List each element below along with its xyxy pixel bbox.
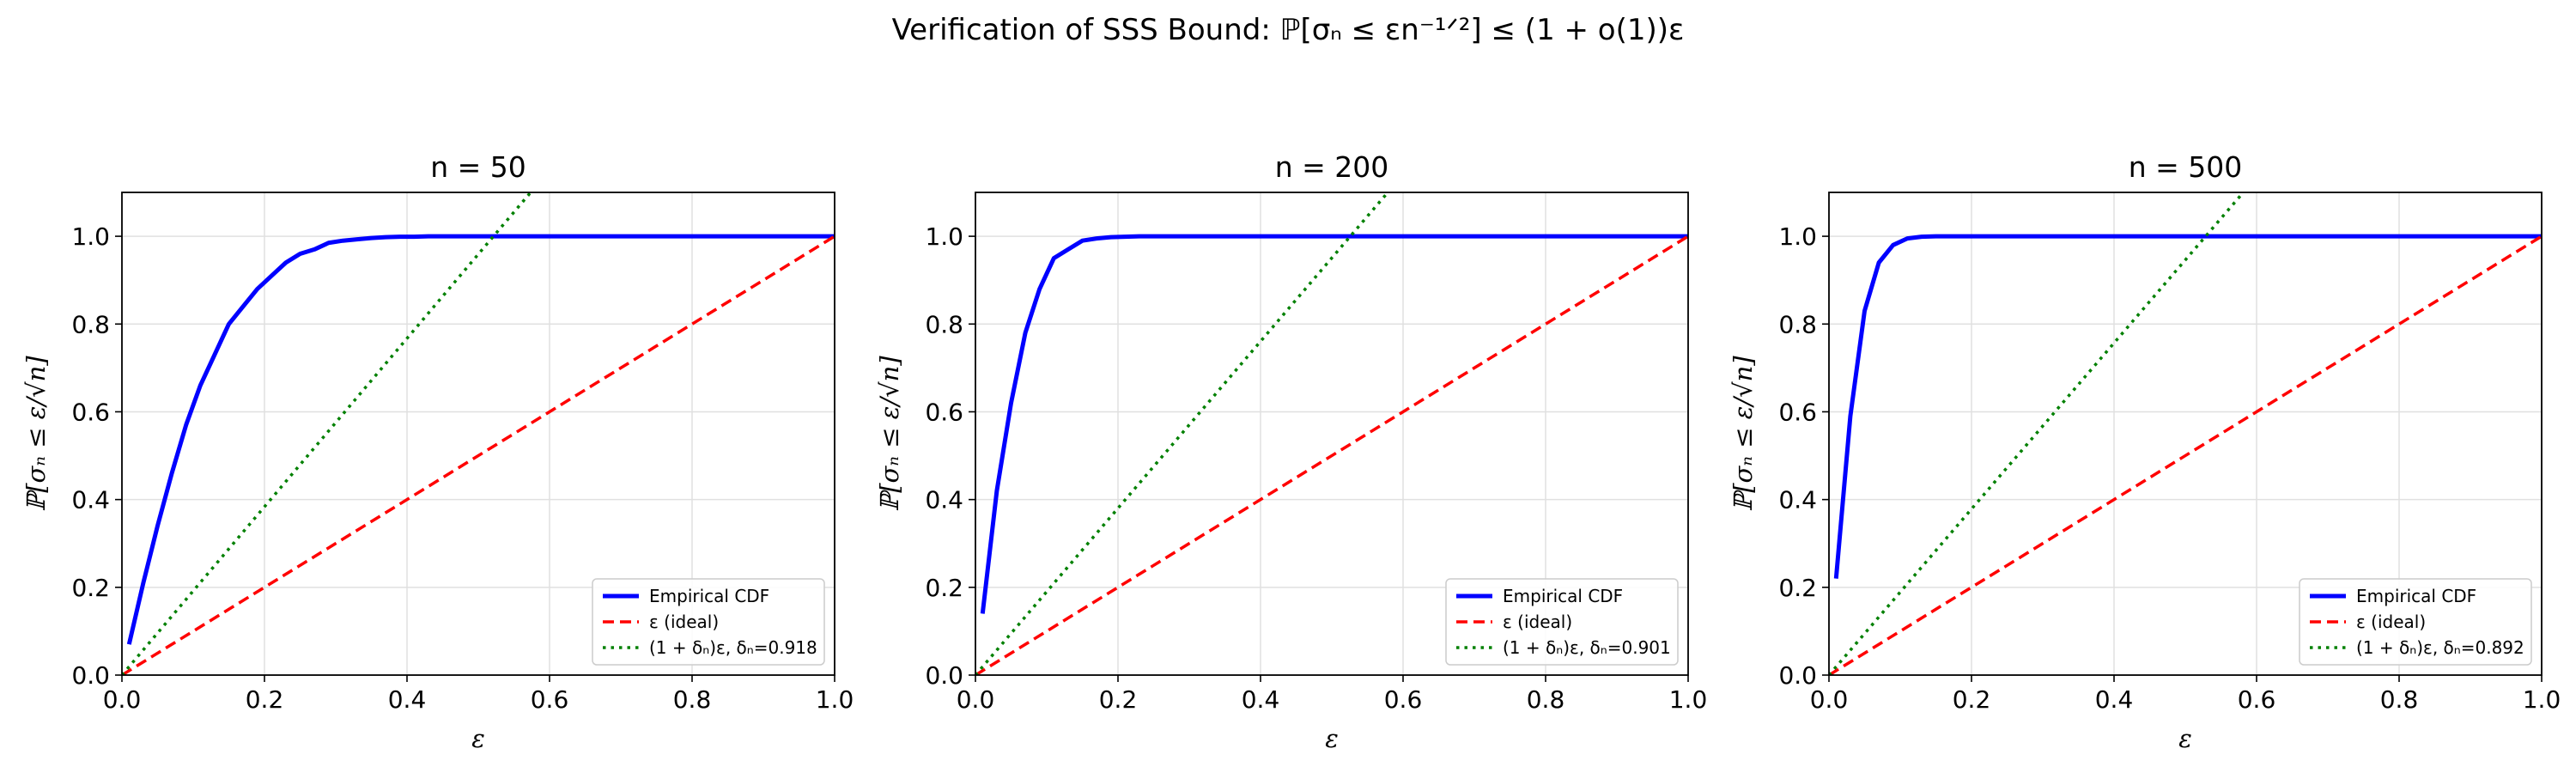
y-tick-label: 0.8: [71, 310, 110, 338]
subplot-title: n = 50: [430, 150, 526, 184]
x-tick-label: 0.0: [957, 685, 995, 714]
legend-label: ε (ideal): [2356, 612, 2426, 632]
subplot-title: n = 200: [1275, 150, 1389, 184]
empirical-cdf-line: [126, 234, 835, 645]
empirical-cdf-line: [980, 234, 1688, 614]
y-axis-label: ℙ[σₙ ≤ ε/√n]: [1728, 356, 1758, 512]
legend-box: [1445, 578, 1679, 666]
figure-title: Verification of SSS Bound: ℙ[σₙ ≤ εn⁻¹ᐟ²…: [892, 13, 1685, 47]
ideal-line: [122, 234, 835, 675]
x-tick-label: 0.4: [388, 685, 427, 714]
x-tick-label: 0.6: [2238, 685, 2276, 714]
x-axis-label: ε: [2178, 724, 2192, 753]
legend-label: ε (ideal): [649, 612, 719, 632]
legend: Empirical CDF ε (ideal) (1 + δₙ)ε, δₙ=0.89…: [2299, 578, 2532, 666]
x-tick-label: 1.0: [2523, 685, 2561, 714]
legend-label: ε (ideal): [1503, 612, 1572, 632]
y-tick-label: 0.6: [71, 398, 110, 426]
y-axis-label: ℙ[σₙ ≤ ε/√n]: [21, 356, 51, 512]
x-tick-label: 0.8: [673, 685, 712, 714]
plot-area: [1829, 192, 2542, 675]
axes-frame: [975, 192, 1689, 676]
x-tick-label: 1.0: [1669, 685, 1708, 714]
x-tick-label: 0.2: [246, 685, 284, 714]
x-tick-label: 0.6: [1384, 685, 1423, 714]
y-tick-label: 0.6: [1778, 398, 1817, 426]
legend-ideal: ε (ideal): [1456, 612, 1572, 632]
legend-ideal: ε (ideal): [603, 612, 719, 632]
empirical-cdf-line: [1833, 234, 2542, 579]
x-tick-label: 0.8: [1527, 685, 1565, 714]
legend-box: [2299, 578, 2532, 666]
y-tick-label: 1.0: [1778, 222, 1817, 251]
y-tick-label: 0.0: [71, 661, 110, 690]
plot-area: [122, 192, 835, 675]
legend-bound: (1 + δₙ)ε, δₙ=0.901: [1456, 637, 1671, 658]
legend-ideal: ε (ideal): [2310, 612, 2426, 632]
y-tick-label: 0.4: [71, 486, 110, 514]
x-tick-label: 0.6: [531, 685, 569, 714]
y-tick-label: 0.0: [925, 661, 963, 690]
x-tick-label: 0.0: [103, 685, 142, 714]
y-tick-label: 0.4: [1778, 486, 1817, 514]
legend-box: [592, 578, 825, 666]
y-tick-label: 0.2: [925, 574, 963, 602]
x-tick-label: 1.0: [816, 685, 854, 714]
subplot-3: 0.0 0.2 0.4 0.6 0.8 1.0 0.0 0.2 0.4 0.6 0.8 1.0 n = …: [1728, 150, 2561, 753]
legend-label: (1 + δₙ)ε, δₙ=0.892: [2356, 637, 2524, 658]
y-tick-label: 0.2: [1778, 574, 1817, 602]
y-tick-label: 1.0: [925, 222, 963, 251]
bound-line: [975, 192, 1389, 675]
x-tick-label: 0.2: [1953, 685, 1991, 714]
subplots: 0.0 0.2 0.4 0.6 0.8 1.0 0.0 0.2 0.4 0.6 0.8 1.0 n = …: [21, 150, 2561, 753]
legend-empirical-cdf: Empirical CDF: [603, 586, 769, 606]
subplot-1: 0.0 0.2 0.4 0.6 0.8 1.0 0.0 0.2 0.4 0.6 0.8 1.0 n = …: [21, 150, 854, 753]
x-tick-label: 0.0: [1810, 685, 1849, 714]
y-tick-label: 1.0: [71, 222, 110, 251]
legend-label: Empirical CDF: [649, 586, 769, 606]
y-tick-label: 0.4: [925, 486, 963, 514]
x-tick-label: 0.4: [2095, 685, 2134, 714]
x-tick-label: 0.2: [1099, 685, 1138, 714]
axes-frame: [121, 192, 835, 676]
legend-label: (1 + δₙ)ε, δₙ=0.901: [1503, 637, 1671, 658]
subplot-title: n = 500: [2129, 150, 2243, 184]
y-tick-label: 0.6: [925, 398, 963, 426]
legend-empirical-cdf: Empirical CDF: [2310, 586, 2476, 606]
legend-label: Empirical CDF: [1503, 586, 1623, 606]
axes-frame: [1828, 192, 2543, 676]
plot-area: [975, 192, 1688, 675]
legend-label: Empirical CDF: [2356, 586, 2476, 606]
x-tick-label: 0.4: [1242, 685, 1280, 714]
y-tick-label: 0.0: [1778, 661, 1817, 690]
legend-bound: (1 + δₙ)ε, δₙ=0.918: [603, 637, 817, 658]
legend-bound: (1 + δₙ)ε, δₙ=0.892: [2310, 637, 2524, 658]
subplot-2: 0.0 0.2 0.4 0.6 0.8 1.0 0.0 0.2 0.4 0.6 0.8 1.0 n = …: [875, 150, 1707, 753]
y-tick-label: 0.8: [925, 310, 963, 338]
y-tick-label: 0.8: [1778, 310, 1817, 338]
legend: Empirical CDF ε (ideal) (1 + δₙ)ε, δₙ=0.90…: [1445, 578, 1679, 666]
x-axis-label: ε: [1325, 724, 1339, 753]
legend-empirical-cdf: Empirical CDF: [1456, 586, 1623, 606]
legend: Empirical CDF ε (ideal) (1 + δₙ)ε, δₙ=0.91…: [592, 578, 825, 666]
x-tick-label: 0.8: [2380, 685, 2419, 714]
legend-label: (1 + δₙ)ε, δₙ=0.918: [649, 637, 817, 658]
y-tick-label: 0.2: [71, 574, 110, 602]
ideal-line: [975, 234, 1688, 675]
y-axis-label: ℙ[σₙ ≤ ε/√n]: [875, 356, 904, 512]
x-axis-label: ε: [471, 724, 485, 753]
bound-line: [1829, 192, 2245, 675]
ideal-line: [1829, 234, 2542, 675]
